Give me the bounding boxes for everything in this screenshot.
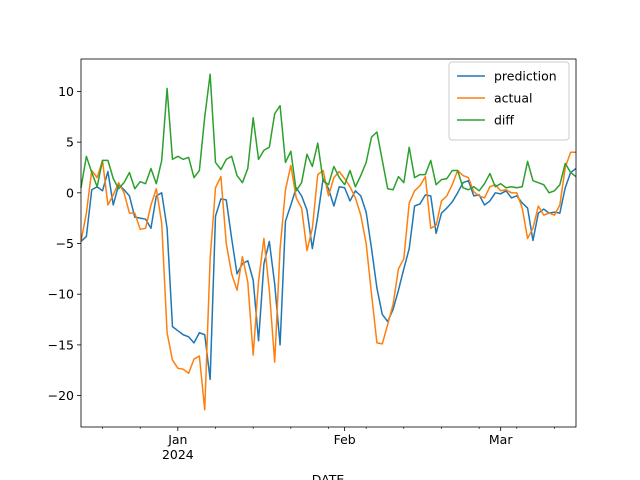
y-tick-label: −15 [48, 337, 74, 352]
x-axis-label: DATE [312, 472, 345, 480]
x-tick-label: Mar [489, 432, 513, 447]
y-tick-label: −10 [48, 287, 74, 302]
series-line [80, 151, 576, 411]
x-tick-label: Jan 2024 [162, 432, 194, 462]
legend-label: diff [494, 113, 514, 128]
series-line [80, 73, 577, 194]
series-line [80, 167, 577, 381]
y-tick-label: −20 [48, 388, 74, 403]
legend-label: actual [494, 91, 533, 106]
y-tick-label: −5 [56, 236, 74, 251]
y-tick-label: 10 [58, 84, 74, 99]
legend-label: prediction [494, 69, 557, 84]
plot-frame [80, 58, 577, 428]
y-tick-label: 5 [66, 135, 74, 150]
x-tick-label: Feb [334, 432, 356, 447]
y-tick-label: 0 [66, 185, 74, 200]
